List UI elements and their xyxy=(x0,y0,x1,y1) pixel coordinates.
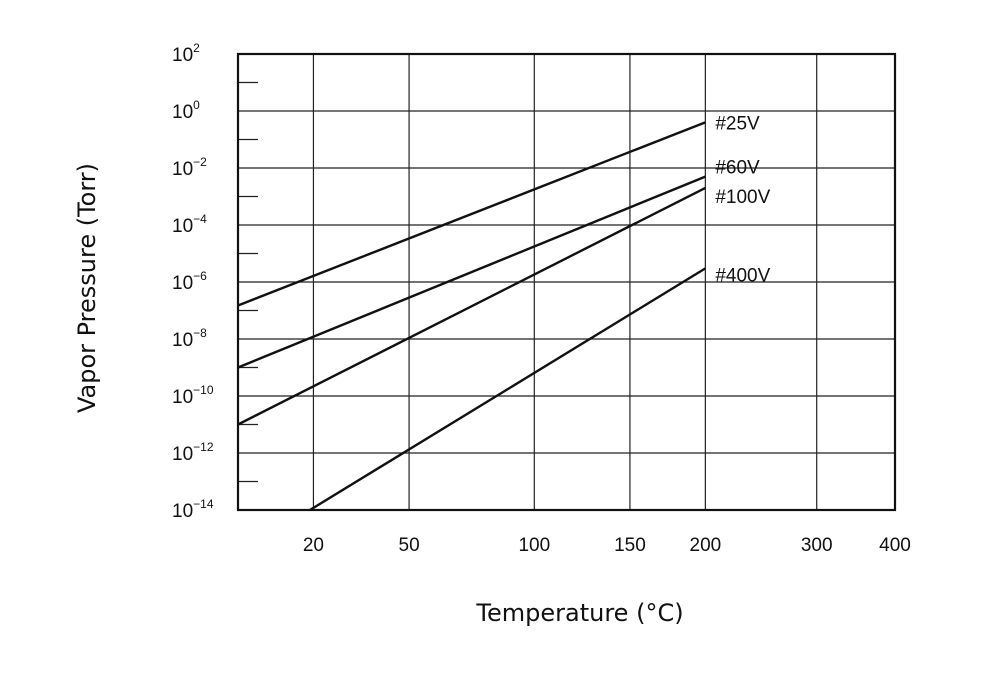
y-tick-exponent: −2 xyxy=(193,155,207,169)
y-tick-base: 10 xyxy=(172,216,193,237)
y-tick-base: 10 xyxy=(172,45,193,66)
y-tick-base: 10 xyxy=(172,387,193,408)
y-tick-base: 10 xyxy=(172,330,193,351)
y-tick-label: 100 xyxy=(172,98,200,123)
y-tick-label: 10−14 xyxy=(172,497,214,522)
grid xyxy=(238,54,895,510)
series-label: #60V xyxy=(715,158,760,179)
x-tick-label: 150 xyxy=(614,535,646,556)
x-tick-label: 300 xyxy=(801,535,833,556)
x-tick-label: 50 xyxy=(399,535,420,556)
y-tick-label: 10−4 xyxy=(172,212,207,237)
y-axis-title: Vapor Pressure (Torr) xyxy=(73,163,101,413)
y-tick-exponent: −6 xyxy=(193,269,207,283)
x-tick-label: 100 xyxy=(518,535,550,556)
series-line xyxy=(309,267,706,512)
y-tick-base: 10 xyxy=(172,102,193,123)
series-lines xyxy=(237,121,706,512)
series-label: #100V xyxy=(715,187,770,208)
y-tick-exponent: −8 xyxy=(193,326,207,340)
y-tick-base: 10 xyxy=(172,444,193,465)
series-labels: #25V #60V #100V #400V xyxy=(715,113,770,286)
y-tick-base: 10 xyxy=(172,273,193,294)
y-tick-exponent: −14 xyxy=(193,497,214,511)
x-tick-label: 20 xyxy=(303,535,324,556)
y-tick-label: 10−12 xyxy=(172,440,214,465)
y-tick-exponent: −10 xyxy=(193,383,214,397)
x-tick-labels: 20 50 100 150 200 300 400 xyxy=(303,535,911,556)
series-line xyxy=(237,121,706,307)
y-tick-label: 10−2 xyxy=(172,155,207,180)
y-tick-base: 10 xyxy=(172,501,193,522)
y-tick-label: 10−10 xyxy=(172,383,214,408)
y-tick-label: 102 xyxy=(172,41,200,66)
series-line xyxy=(237,175,706,369)
y-tick-exponent: −12 xyxy=(193,440,214,454)
y-tick-exponent: 0 xyxy=(193,98,200,112)
series-label: #400V xyxy=(715,265,770,286)
y-tick-exponent: 2 xyxy=(193,41,200,55)
y-tick-label: 10−8 xyxy=(172,326,207,351)
series-label: #25V xyxy=(715,113,760,134)
minor-ticks xyxy=(238,81,258,483)
x-axis-title: Temperature (°C) xyxy=(475,599,683,627)
y-tick-base: 10 xyxy=(172,159,193,180)
plot-frame xyxy=(236,52,897,512)
x-tick-label: 200 xyxy=(690,535,722,556)
y-tick-exponent: −4 xyxy=(193,212,207,226)
y-tick-label: 10−6 xyxy=(172,269,207,294)
x-tick-label: 400 xyxy=(879,535,911,556)
series-line xyxy=(237,186,706,426)
